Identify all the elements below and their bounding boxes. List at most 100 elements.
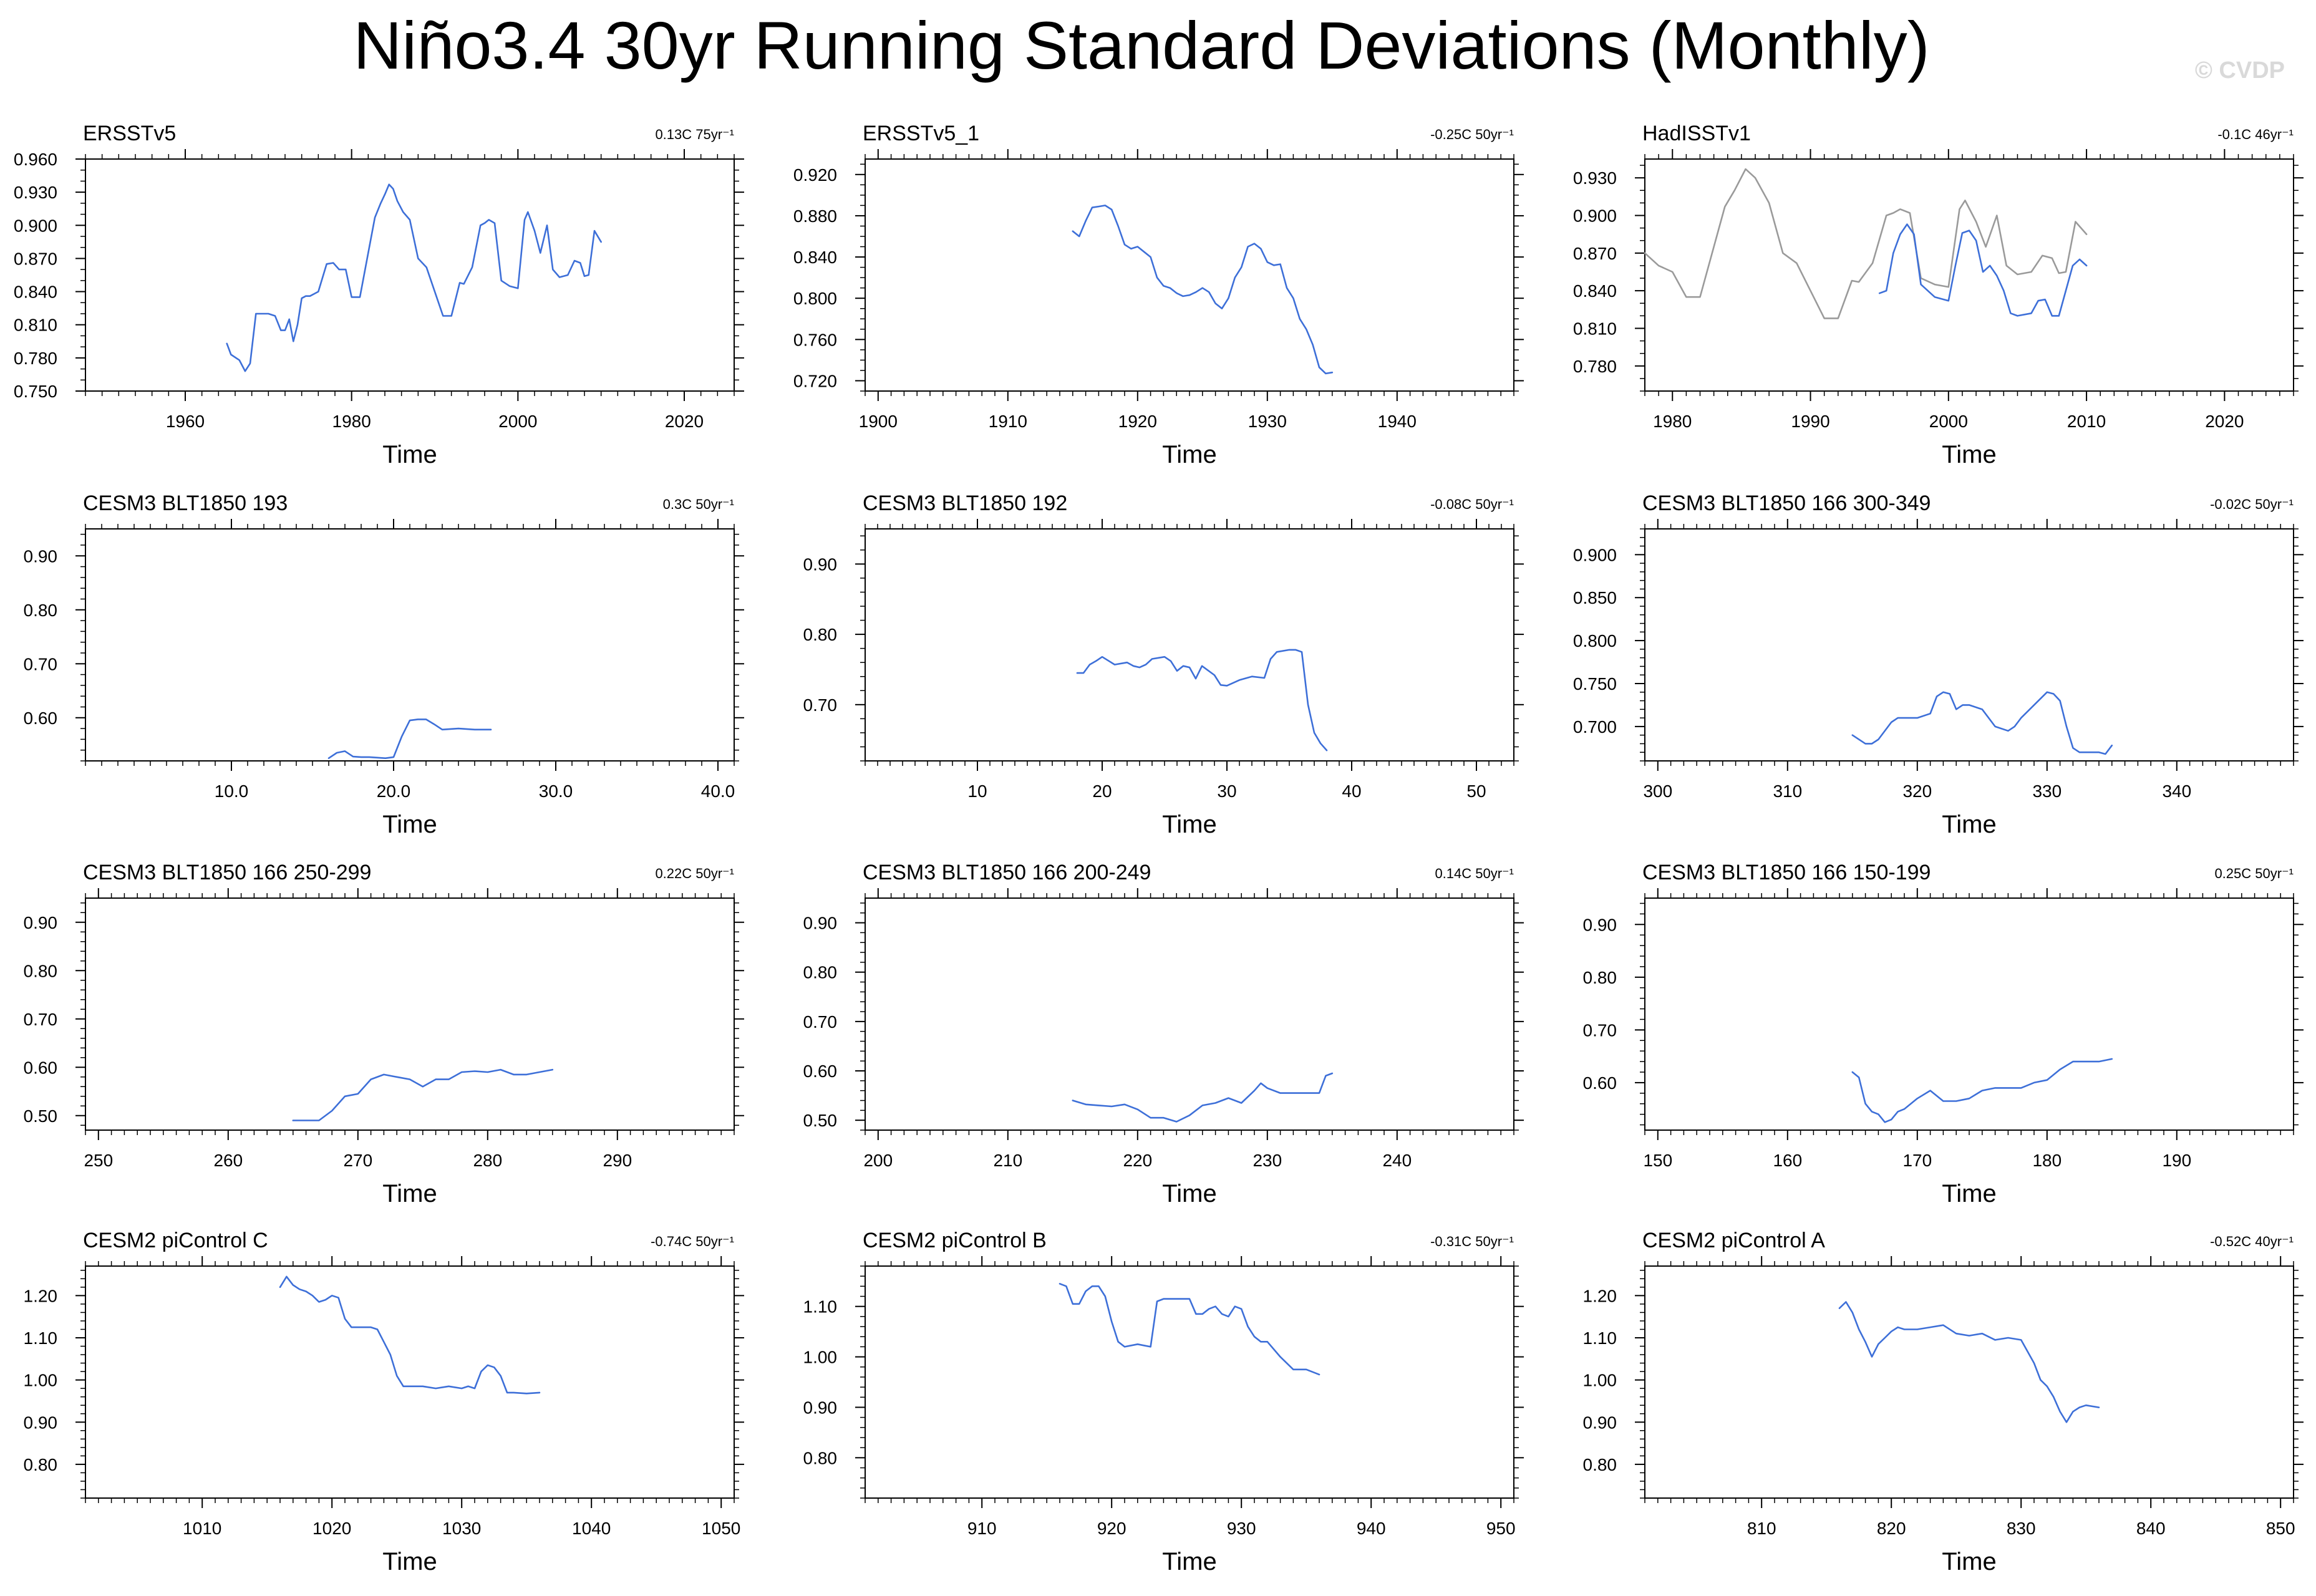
x-axis-label: Time [382, 811, 437, 838]
series-line-2 [1878, 223, 2088, 317]
x-tick-label: 1900 [859, 412, 898, 431]
y-tick-label: 0.930 [14, 183, 57, 202]
plot-frame [85, 158, 735, 392]
panel-trend: 0.14C 50yr⁻¹ [1435, 866, 1514, 881]
series-line-1 [292, 1068, 554, 1121]
x-tick-label: 820 [1877, 1519, 1906, 1538]
plot-frame [85, 897, 735, 1131]
x-tick-label: 170 [1902, 1151, 1932, 1170]
y-tick-label: 0.90 [1583, 915, 1617, 934]
y-tick-label: 0.900 [14, 216, 57, 235]
panel-trend: 0.3C 50yr⁻¹ [663, 496, 734, 512]
panel-trend: 0.25C 50yr⁻¹ [2214, 866, 2294, 881]
panel-title: CESM3 BLT1850 166 200-249 [863, 861, 1151, 884]
y-tick-label: 0.80 [803, 963, 838, 982]
y-tick-label: 0.750 [1573, 674, 1617, 694]
y-tick-label: 0.960 [14, 150, 57, 169]
x-tick-label: 1990 [1791, 412, 1829, 431]
x-axis-label: Time [1942, 811, 1996, 838]
y-tick-label: 1.10 [24, 1328, 58, 1348]
panel-title: CESM3 BLT1850 166 250-299 [83, 861, 371, 884]
panel-trend: -0.52C 40yr⁻¹ [2210, 1234, 2294, 1249]
x-tick-label: 1050 [702, 1519, 740, 1538]
panel-trend: 0.22C 50yr⁻¹ [655, 866, 734, 881]
x-tick-label: 2010 [2067, 412, 2106, 431]
x-tick-label: 920 [1097, 1519, 1127, 1538]
y-tick-label: 0.900 [1573, 545, 1617, 564]
x-tick-label: 1040 [572, 1519, 611, 1538]
x-tick-label: 150 [1643, 1151, 1672, 1170]
y-tick-label: 0.920 [793, 165, 837, 185]
x-tick-label: 30 [1217, 781, 1236, 801]
chart-panel-1: ERSSTv5 0.13C 75yr⁻¹ 1960 1980 2000 2020 0.750… [14, 122, 744, 468]
series-line-1 [279, 1275, 541, 1395]
y-tick-label: 0.90 [803, 914, 838, 933]
y-tick-label: 1.10 [1583, 1328, 1617, 1348]
series-line-1 [1851, 691, 2113, 755]
panel-title: ERSSTv5_1 [863, 122, 979, 145]
x-tick-label: 810 [1747, 1519, 1776, 1538]
series-line-1 [327, 718, 492, 759]
chart-panel-6: CESM3 BLT1850 166 300-349 -0.02C 50yr⁻¹ 30… [1573, 491, 2304, 838]
cvdp-watermark: © CVDP [2194, 57, 2285, 84]
panel-title: CESM3 BLT1850 192 [863, 491, 1067, 515]
panel-trend: 0.13C 75yr⁻¹ [655, 127, 734, 142]
y-tick-label: 1.00 [24, 1371, 58, 1390]
x-axis-label: Time [382, 1180, 437, 1207]
x-tick-label: 330 [2032, 781, 2062, 801]
y-tick-label: 0.780 [14, 349, 57, 368]
chart-panel-7: CESM3 BLT1850 166 250-299 0.22C 50yr⁻¹ 250… [24, 861, 744, 1207]
x-tick-label: 10.0 [215, 781, 249, 801]
plot-frame [865, 158, 1514, 392]
x-tick-label: 40 [1342, 781, 1361, 801]
figure-title: Niño3.4 30yr Running Standard Deviations… [353, 7, 1930, 83]
y-tick-label: 0.700 [1573, 717, 1617, 737]
y-tick-label: 0.840 [793, 248, 837, 267]
chart-panel-9: CESM3 BLT1850 166 150-199 0.25C 50yr⁻¹ 150… [1583, 861, 2304, 1207]
y-tick-label: 0.70 [803, 695, 838, 715]
x-tick-label: 270 [343, 1151, 372, 1170]
y-tick-label: 0.810 [1573, 319, 1617, 338]
y-tick-label: 1.10 [803, 1297, 838, 1317]
panel-title: CESM3 BLT1850 166 300-349 [1642, 491, 1931, 515]
x-tick-label: 2020 [2205, 412, 2244, 431]
plot-frame [1644, 897, 2294, 1131]
x-tick-label: 40.0 [701, 781, 735, 801]
series-line-1 [1838, 1301, 2100, 1423]
plot-frame [1644, 528, 2294, 762]
series-line-1 [1072, 205, 1334, 375]
y-tick-label: 0.80 [803, 625, 838, 644]
y-tick-label: 0.930 [1573, 168, 1617, 188]
y-tick-label: 0.870 [14, 249, 57, 268]
y-tick-label: 0.70 [24, 1010, 58, 1029]
plot-frame [85, 528, 735, 762]
series-line-1 [1851, 1058, 2113, 1123]
chart-panel-5: CESM3 BLT1850 192 -0.08C 50yr⁻¹ 10 20 30 40 50… [803, 491, 1524, 838]
x-tick-label: 220 [1123, 1151, 1152, 1170]
x-tick-label: 30.0 [539, 781, 573, 801]
y-tick-label: 0.90 [1583, 1413, 1617, 1432]
y-tick-label: 1.00 [1583, 1371, 1617, 1390]
x-tick-label: 280 [473, 1151, 502, 1170]
x-axis-label: Time [1942, 1548, 1996, 1575]
panel-title: CESM2 piControl B [863, 1229, 1047, 1252]
x-tick-label: 1920 [1118, 412, 1157, 431]
y-tick-label: 0.800 [1573, 631, 1617, 650]
x-tick-label: 2000 [498, 412, 537, 431]
panel-trend: -0.31C 50yr⁻¹ [1430, 1234, 1514, 1249]
y-tick-label: 0.750 [14, 382, 57, 401]
panel-title: HadISSTv1 [1642, 122, 1751, 145]
x-axis-label: Time [1942, 1180, 1996, 1207]
y-tick-label: 0.900 [1573, 206, 1617, 225]
y-tick-label: 0.780 [1573, 357, 1617, 376]
y-tick-label: 0.70 [24, 654, 58, 674]
y-tick-label: 0.760 [793, 330, 837, 349]
y-tick-label: 0.70 [1583, 1020, 1617, 1040]
panel-title: CESM3 BLT1850 166 150-199 [1642, 861, 1931, 884]
y-tick-label: 0.90 [24, 913, 58, 932]
x-axis-label: Time [1162, 1548, 1216, 1575]
x-tick-label: 1980 [332, 412, 371, 431]
x-tick-label: 50 [1466, 781, 1486, 801]
x-tick-label: 320 [1902, 781, 1932, 801]
x-tick-label: 210 [993, 1151, 1022, 1170]
